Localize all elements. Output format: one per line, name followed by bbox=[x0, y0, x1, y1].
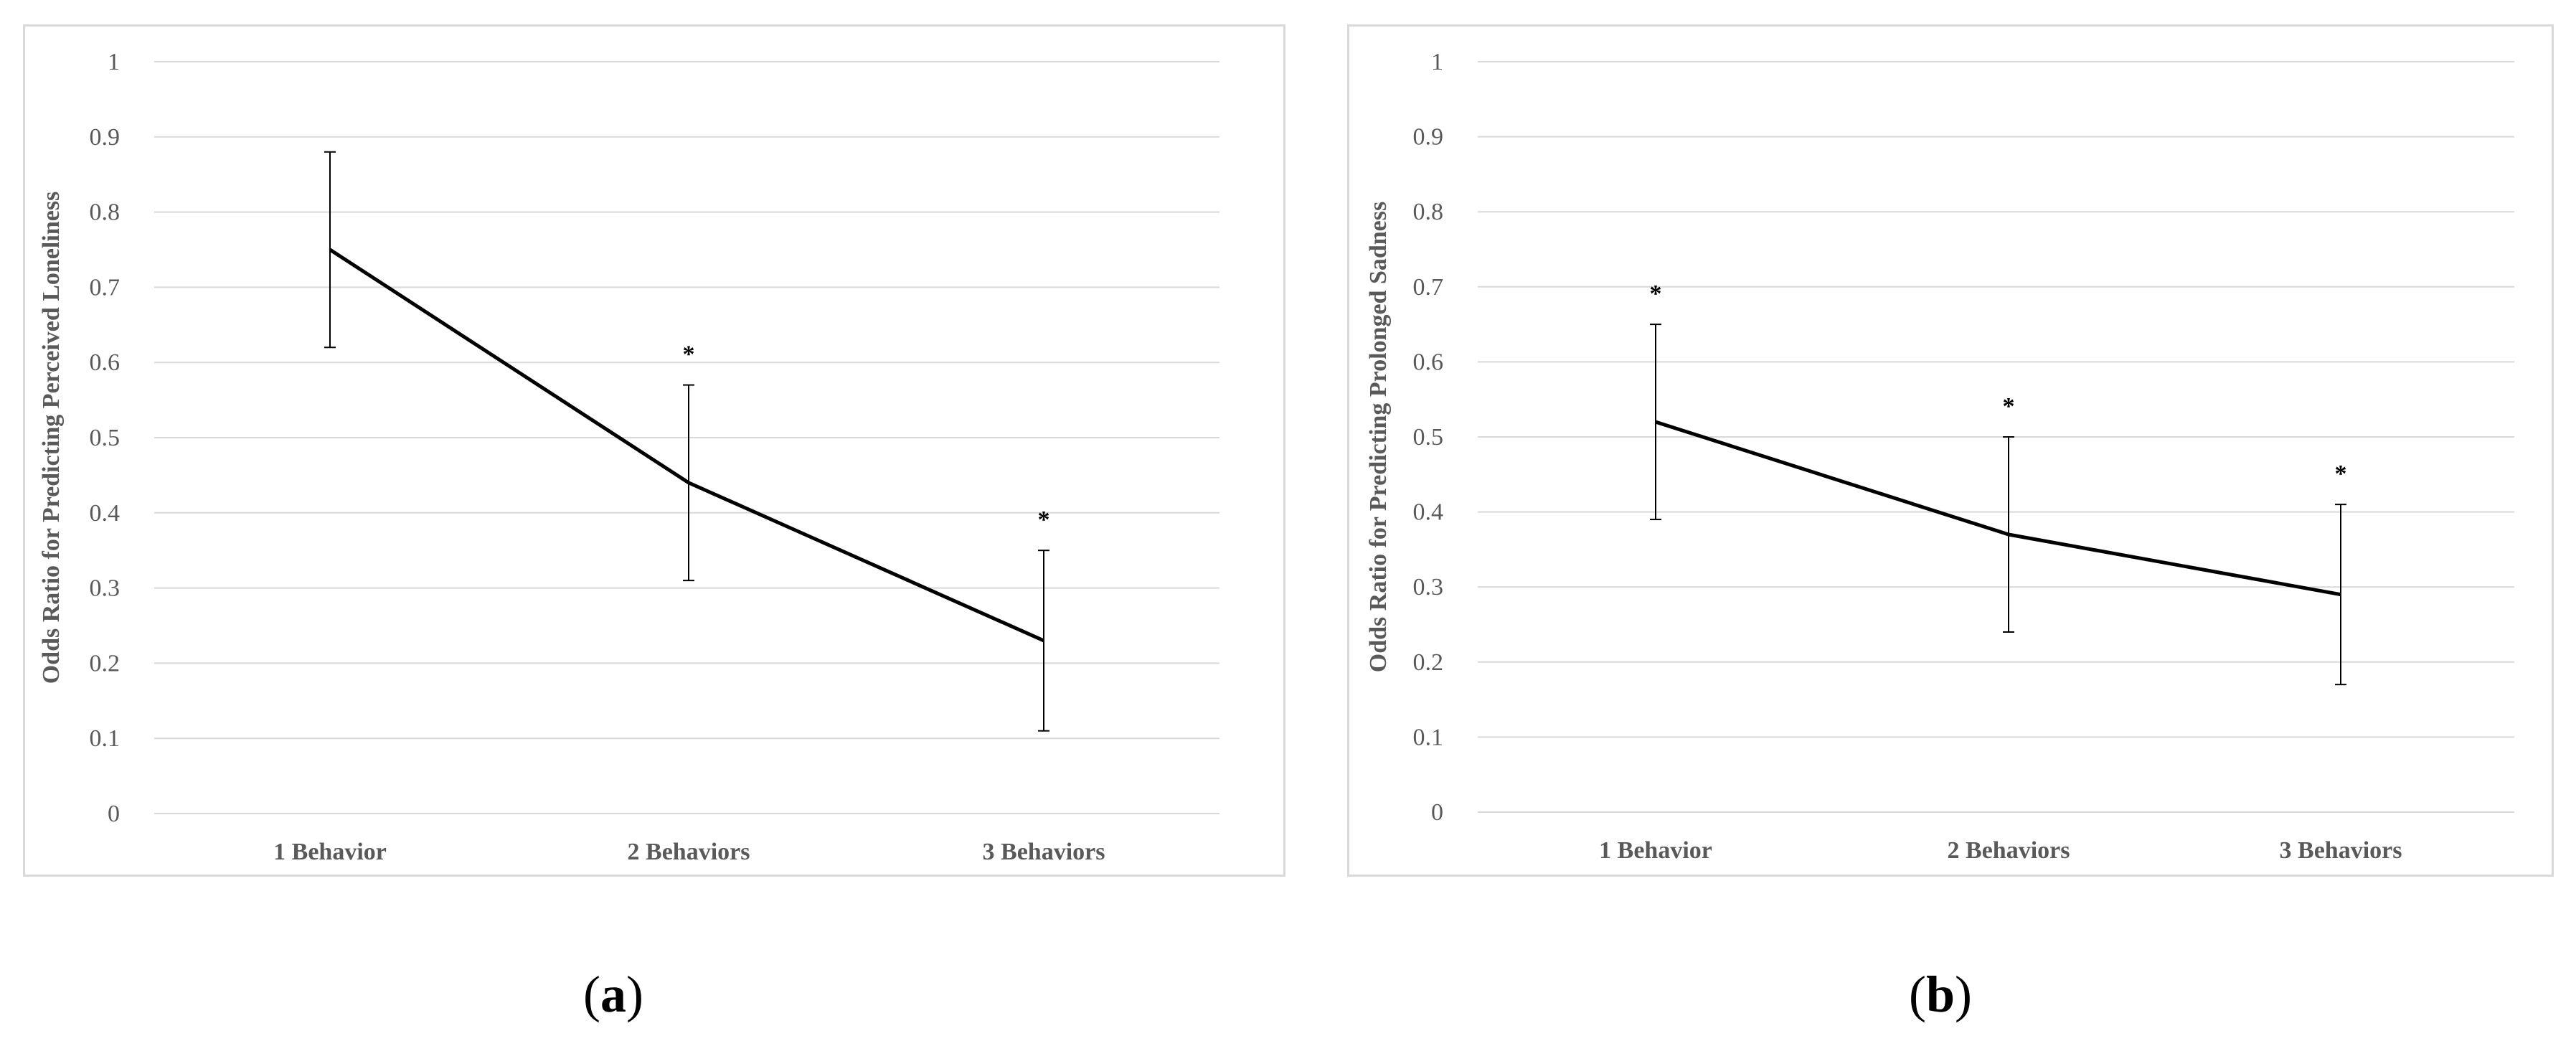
caption-letter: a bbox=[600, 966, 626, 1023]
panel-b-ylabel: Odds Ratio for Predicting Prolonged Sadn… bbox=[1365, 202, 1392, 672]
panel-b-ytick-label: 1 bbox=[1431, 49, 1443, 75]
panel-b-ytick-label: 0.7 bbox=[1413, 274, 1444, 301]
panel-a-ytick-label: 0 bbox=[108, 801, 120, 827]
panel-a-ylabel: Odds Ratio for Predicting Perceived Lone… bbox=[38, 192, 65, 684]
panel-b-ytick-label: 0.8 bbox=[1413, 199, 1444, 225]
panel-b-ytick-label: 0.6 bbox=[1413, 349, 1444, 375]
panel-b-ytick-label: 0.9 bbox=[1413, 124, 1444, 151]
panel-a-ytick-label: 0.5 bbox=[90, 425, 121, 451]
panel-a-ytick-label: 0.4 bbox=[90, 500, 121, 527]
panel-b-ytick-label: 0.3 bbox=[1413, 574, 1444, 600]
panel-a-significance-marker: * bbox=[683, 341, 695, 368]
panel-b-ytick-label: 0 bbox=[1431, 799, 1443, 826]
panel-b-ytick-label: 0.2 bbox=[1413, 649, 1444, 676]
panel-a-caption: (a) bbox=[583, 966, 643, 1023]
caption-paren-close: ) bbox=[626, 966, 643, 1023]
caption-letter: b bbox=[1926, 966, 1955, 1023]
caption-paren-open: ( bbox=[1909, 966, 1926, 1023]
panel-b-significance-marker: * bbox=[2003, 393, 2015, 420]
caption-paren-open: ( bbox=[583, 966, 600, 1023]
panel-b-xtick-label: 3 Behaviors bbox=[2280, 837, 2402, 864]
panel-a-ytick-label: 0.9 bbox=[90, 124, 121, 151]
panel-a-ytick-label: 0.2 bbox=[90, 650, 121, 677]
panel-a-ytick-label: 0.3 bbox=[90, 575, 121, 602]
panel-b-caption: (b) bbox=[1909, 966, 1972, 1023]
panel-b-ytick-label: 0.1 bbox=[1413, 724, 1444, 750]
panel-b-significance-marker: * bbox=[1650, 281, 1662, 307]
panel-a-significance-marker: * bbox=[1038, 506, 1050, 533]
panel-b-series-line bbox=[1655, 420, 2341, 597]
panel-a-series-line bbox=[329, 248, 1045, 643]
panel-a-ytick-label: 0.7 bbox=[90, 274, 121, 301]
panel-a-xtick-label: 1 Behavior bbox=[273, 839, 387, 865]
panel-a-xtick-label: 2 Behaviors bbox=[628, 839, 750, 865]
panel-a-ytick-label: 0.6 bbox=[90, 349, 121, 376]
panel-b-xtick-label: 2 Behaviors bbox=[1948, 837, 2070, 864]
panel-a-xtick-label: 3 Behaviors bbox=[983, 839, 1105, 865]
panel-b-significance-marker: * bbox=[2335, 461, 2347, 487]
panel-b-frame bbox=[1347, 24, 2554, 877]
panel-a-ytick-label: 0.1 bbox=[90, 725, 121, 752]
panel-b-xtick-label: 1 Behavior bbox=[1599, 837, 1712, 864]
panel-b-ytick-label: 0.5 bbox=[1413, 424, 1444, 451]
panel-a-ytick-label: 1 bbox=[108, 49, 120, 75]
panel-b-ytick-label: 0.4 bbox=[1413, 499, 1444, 526]
caption-paren-close: ) bbox=[1955, 966, 1972, 1023]
panel-a-ytick-label: 0.8 bbox=[90, 199, 121, 226]
panel-a-frame bbox=[23, 24, 1285, 877]
